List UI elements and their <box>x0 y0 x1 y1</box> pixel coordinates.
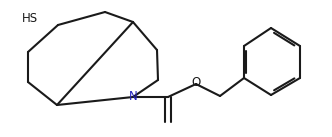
Text: N: N <box>128 91 137 103</box>
Text: HS: HS <box>22 12 38 25</box>
Text: O: O <box>191 75 201 89</box>
